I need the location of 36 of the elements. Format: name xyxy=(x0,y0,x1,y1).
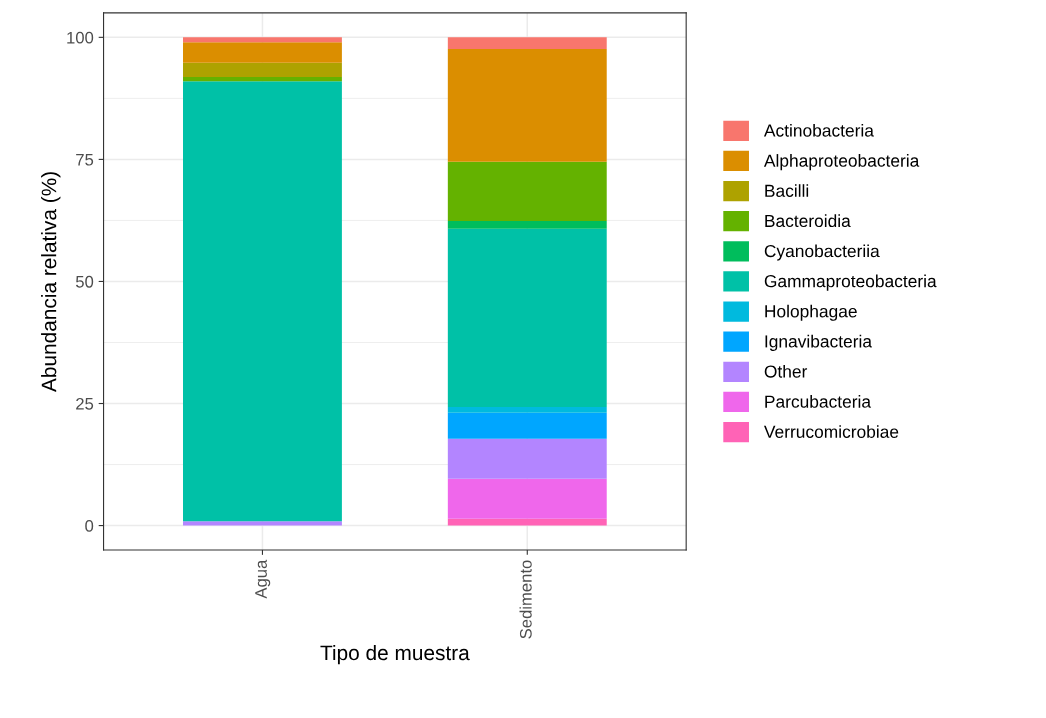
y-tick-label: 0 xyxy=(85,519,94,532)
x-axis-title: Tipo de muestra xyxy=(320,644,470,665)
x-tick-label: Sedimento xyxy=(519,560,532,639)
bar xyxy=(183,81,342,522)
bar xyxy=(183,37,342,43)
bar xyxy=(447,49,607,162)
legend-label: Gammaproteobacteria xyxy=(764,274,937,291)
y-axis-title: Abundancia relativa (%) xyxy=(41,172,61,392)
legend-label: Actinobacteria xyxy=(763,123,874,137)
bar xyxy=(447,161,607,221)
bar xyxy=(447,37,607,50)
bar xyxy=(183,62,342,77)
bar xyxy=(447,518,607,526)
legend-label: Verrucomicrobiae xyxy=(763,425,899,438)
bar xyxy=(183,521,342,526)
y-tick-label: 100 xyxy=(67,31,94,44)
legend-label: Holophagae xyxy=(765,304,857,321)
y-tick-label: 25 xyxy=(76,397,94,410)
legend-label: Bacilli xyxy=(765,184,809,197)
bar xyxy=(447,478,607,519)
y-tick-label: 75 xyxy=(76,153,94,166)
legend-label: Ignavibacteria xyxy=(765,334,873,351)
bar xyxy=(447,220,607,229)
bar xyxy=(447,406,607,413)
legend-label: Alphaproteobacteria xyxy=(763,154,920,171)
x-tick-label: Agua xyxy=(255,559,271,599)
y-tick-label: 50 xyxy=(75,275,94,288)
legend-label: Parcubacteria xyxy=(765,395,872,408)
legend-label: Cyanobacteriia xyxy=(764,244,880,261)
legend-label: Other xyxy=(764,364,808,378)
bar xyxy=(447,438,607,479)
bar xyxy=(447,412,607,439)
bar xyxy=(183,42,342,63)
bar xyxy=(447,228,607,407)
bar xyxy=(183,76,342,82)
legend-label: Bacteroidia xyxy=(765,214,851,228)
